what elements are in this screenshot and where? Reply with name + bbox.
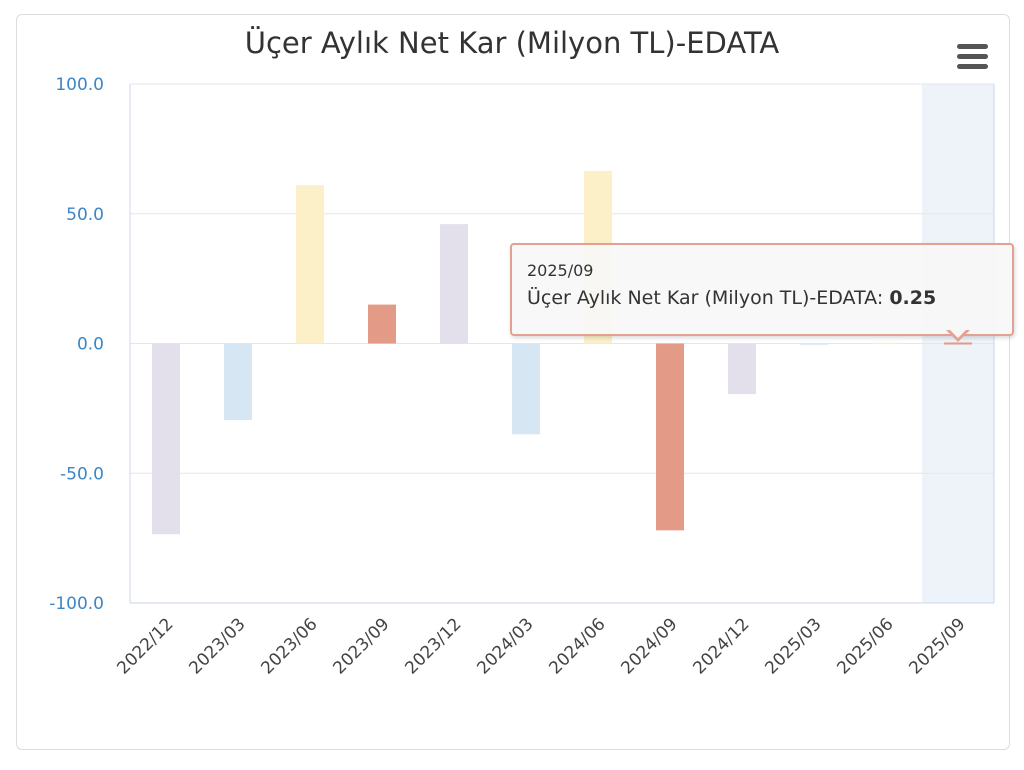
menu-bar-bottom [957,64,988,69]
y-tick-label: -50.0 [60,464,104,484]
bar [512,343,540,435]
x-tick-label: 2023/12 [401,614,465,678]
tooltip-category: 2025/09 [527,261,594,280]
x-tick-label: 2023/06 [257,614,321,678]
x-tick-label: 2024/09 [617,614,681,678]
bar [440,224,468,344]
bar [368,304,396,344]
bar [872,342,900,344]
bar [728,343,756,395]
bar [656,343,684,531]
x-tick-label: 2023/03 [185,614,249,678]
x-tick-label: 2025/06 [833,614,897,678]
menu-bar-top [957,44,988,49]
y-tick-label: -100.0 [49,594,104,614]
x-tick-label: 2024/03 [473,614,537,678]
tooltip-series-name: Üçer Aylık Net Kar (Milyon TL)-EDATA [527,287,877,309]
y-tick-label: 50.0 [66,205,104,225]
x-tick-label: 2025/09 [905,614,969,678]
bar [152,343,180,535]
bar [296,185,324,344]
tooltip-value: 0.25 [889,287,937,309]
x-tick-label: 2025/03 [761,614,825,678]
y-tick-label: 0.0 [77,335,104,355]
tooltip: 2025/09 Üçer Aylık Net Kar (Milyon TL)-E… [510,243,1014,336]
hamburger-menu-icon[interactable] [952,40,992,74]
chart-title: Üçer Aylık Net Kar (Milyon TL)-EDATA [244,26,780,60]
x-tick-label: 2024/12 [689,614,753,678]
tooltip-line: Üçer Aylık Net Kar (Milyon TL)-EDATA: 0.… [527,287,937,309]
tooltip-arrow-inner [949,329,967,338]
x-tick-label: 2022/12 [113,614,177,678]
x-tick-label: 2023/09 [329,614,393,678]
menu-bar-middle [957,54,988,59]
bar [224,343,252,421]
y-tick-label: 100.0 [55,75,104,95]
x-tick-label: 2024/06 [545,614,609,678]
bar [800,343,828,345]
